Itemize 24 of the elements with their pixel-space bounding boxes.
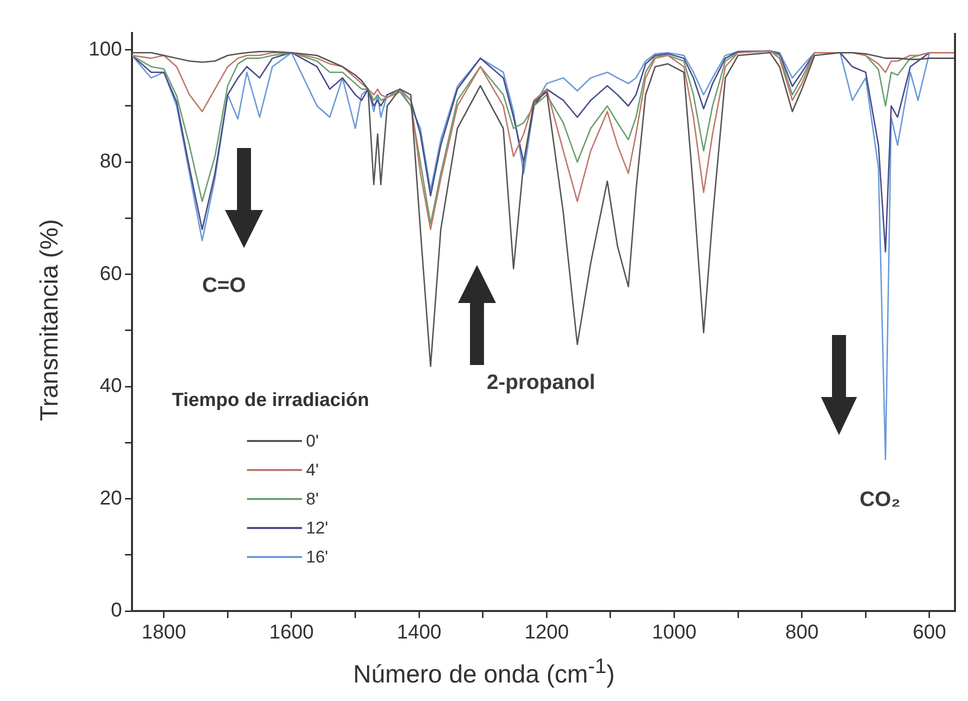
x-tick-label: 1000 <box>652 622 697 644</box>
x-axis-title: Número de onda (cm$^{-1}$) <box>352 655 616 690</box>
y-tick-label: 20 <box>100 487 122 510</box>
annotation: CO₂ <box>860 488 900 512</box>
y-tick-label: 100 <box>88 38 122 60</box>
y-axis-title: Transmitancia (%) <box>36 219 64 421</box>
legend-label: 4' <box>306 460 319 480</box>
y-tick-label: 80 <box>100 150 122 173</box>
x-tick-label: 1800 <box>142 622 186 644</box>
legend-label: 0' <box>306 432 319 451</box>
legend-title: Tiempo de irradiación <box>172 390 370 412</box>
y-tick-label: 40 <box>100 375 122 398</box>
y-tick-label: 0 <box>110 600 122 622</box>
legend-label: 8' <box>306 490 319 509</box>
legend-label: 12' <box>306 518 328 538</box>
x-tick-label: 1200 <box>524 622 569 644</box>
annotation: 2-propanol <box>486 371 596 395</box>
legend-label: 16' <box>306 548 328 567</box>
x-tick-label: 800 <box>785 622 819 644</box>
x-tick-label: 1400 <box>396 622 442 644</box>
x-tick-label: 1600 <box>269 622 314 644</box>
x-tick-label: 600 <box>912 622 946 644</box>
y-tick-label: 60 <box>100 262 122 285</box>
annotation: C=O <box>202 274 246 298</box>
